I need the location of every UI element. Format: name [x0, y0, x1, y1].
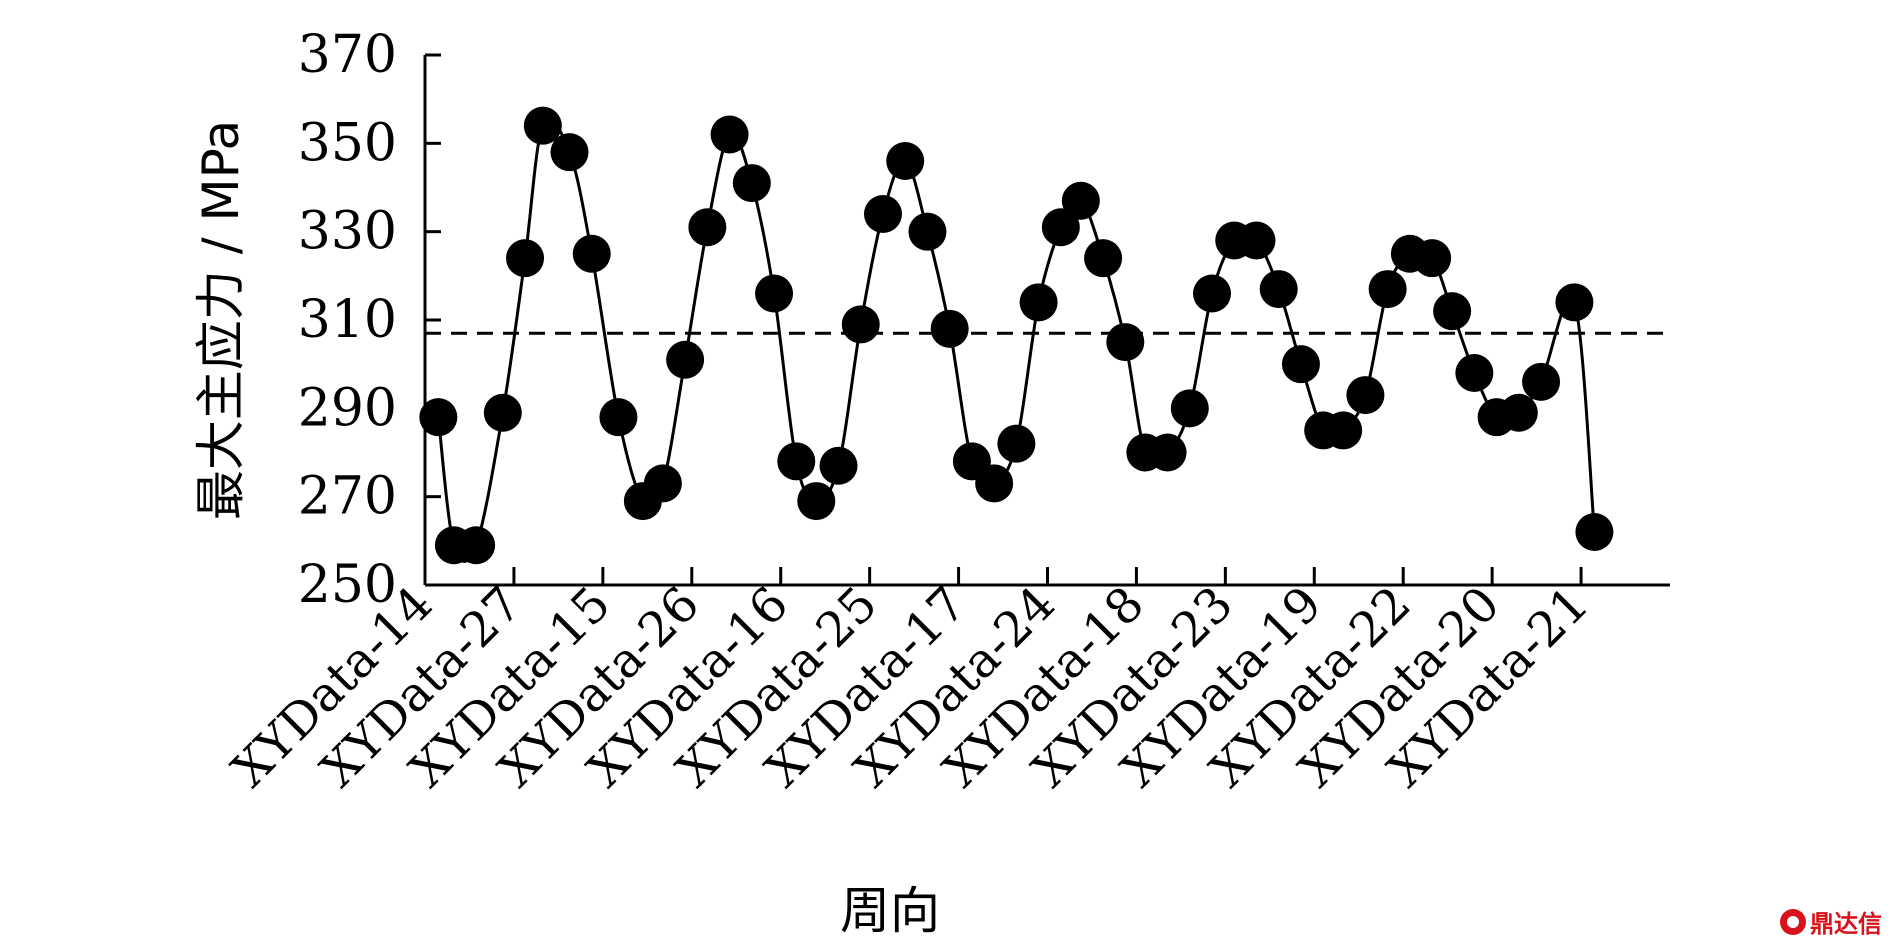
data-point [457, 526, 496, 565]
y-tick-label: 290 [298, 378, 397, 438]
data-point [572, 234, 611, 273]
data-point [930, 309, 969, 348]
data-point [1575, 513, 1614, 551]
data-point [797, 482, 836, 521]
data-point [777, 442, 816, 481]
watermark-text: 鼎达信 [1810, 910, 1882, 938]
data-point [666, 340, 705, 379]
data-point [1041, 208, 1080, 247]
data-point [710, 115, 749, 154]
data-point [863, 195, 902, 233]
data-point [523, 106, 562, 145]
data-point [819, 446, 858, 485]
data-point [975, 464, 1014, 503]
data-point [643, 464, 682, 503]
data-point [1237, 221, 1276, 260]
y-axis-label: 最大主应力 / MPa [192, 120, 250, 520]
data-point [755, 274, 794, 313]
y-tick-label: 270 [298, 467, 397, 527]
x-axis: XYData-14XYData-27XYData-15XYData-26XYDa… [221, 567, 1670, 798]
y-tick-label: 310 [298, 290, 397, 350]
data-point [1555, 283, 1594, 322]
y-axis: 250 270 290 310 330 350 370 [298, 25, 441, 615]
data-point [908, 212, 947, 251]
y-tick-label: 370 [298, 25, 397, 85]
data-point [688, 208, 727, 247]
data-point [1368, 270, 1407, 309]
data-point [1193, 274, 1232, 313]
watermark: 鼎达信 [1780, 904, 1882, 939]
data-point [1170, 389, 1209, 428]
x-axis-label: 周向 [840, 882, 940, 940]
data-point [886, 142, 925, 180]
data-point [1413, 239, 1452, 278]
data-point [1148, 433, 1187, 472]
data-point [1346, 376, 1385, 415]
data-point [1324, 411, 1363, 450]
data-point [483, 393, 522, 432]
series-line [436, 117, 1596, 564]
data-point [506, 239, 545, 278]
data-point [1084, 239, 1123, 278]
data-point [599, 398, 638, 437]
data-point [1259, 270, 1298, 309]
data-point [1061, 181, 1100, 220]
y-tick-label: 330 [298, 202, 397, 262]
y-tick-label: 250 [298, 555, 397, 615]
data-point [1281, 345, 1320, 384]
data-point [419, 398, 458, 437]
data-point [1455, 354, 1494, 392]
data-point [841, 305, 880, 344]
data-point [1522, 362, 1561, 401]
data-point [1433, 292, 1472, 331]
data-point [997, 424, 1036, 463]
data-point [1499, 393, 1538, 432]
data-point [1106, 323, 1145, 362]
data-point [550, 133, 589, 172]
data-point [1019, 283, 1058, 322]
y-tick-label: 350 [298, 113, 397, 173]
watermark-logo-icon [1780, 908, 1806, 935]
data-point [732, 164, 771, 203]
